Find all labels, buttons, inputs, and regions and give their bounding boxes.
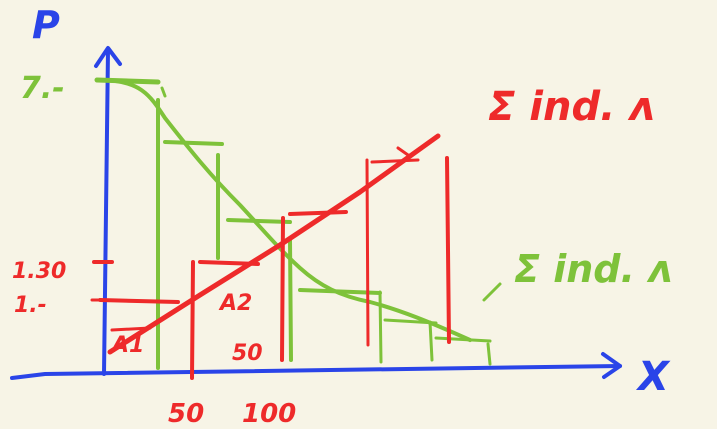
demand-flat-6 <box>434 336 492 343</box>
supply-step-2 <box>280 216 285 362</box>
x-axis-line <box>10 364 622 380</box>
supply-curve-label: Σ ind. ʌ <box>488 84 655 130</box>
y-axis-line <box>102 48 110 376</box>
supply-flat-4 <box>370 158 420 164</box>
x-tick-label-100: 100 <box>242 399 296 429</box>
supply-step-3 <box>365 158 370 347</box>
label-50-inner: 50 <box>232 341 263 366</box>
demand-step-6 <box>486 342 492 366</box>
axes <box>10 46 622 380</box>
supply-top-mark <box>396 146 410 157</box>
x-axis-arrowhead <box>601 352 622 379</box>
supply-step-1 <box>190 260 195 380</box>
demand-top-tick <box>160 86 167 98</box>
x-axis-label: X <box>635 354 671 400</box>
y-tick-label-top: 7.- <box>20 71 65 106</box>
supply-curve <box>90 133 451 380</box>
demand-curve-label: Σ ind. ʌ <box>514 247 673 291</box>
demand-flat-2 <box>163 140 224 146</box>
label-a1: A1 <box>110 333 144 358</box>
y-axis-arrowhead <box>94 46 122 68</box>
x-tick-label-50: 50 <box>168 399 204 429</box>
supply-step-4 <box>445 156 451 344</box>
supply-flat-1 <box>98 298 180 304</box>
demand-smooth-line <box>98 78 472 342</box>
demand-step-5 <box>428 320 434 362</box>
demand-step-4 <box>378 290 383 364</box>
demand-label-leader <box>482 282 502 302</box>
demand-flat-3 <box>226 218 292 224</box>
y-axis-label: P <box>32 3 60 47</box>
label-a2: A2 <box>218 291 252 316</box>
supply-flat-3 <box>288 210 348 216</box>
y-tick-label-1-30: 1.30 <box>12 259 66 284</box>
y-tick-label-1: 1.- <box>14 293 47 318</box>
supply-smooth-line <box>107 133 441 355</box>
